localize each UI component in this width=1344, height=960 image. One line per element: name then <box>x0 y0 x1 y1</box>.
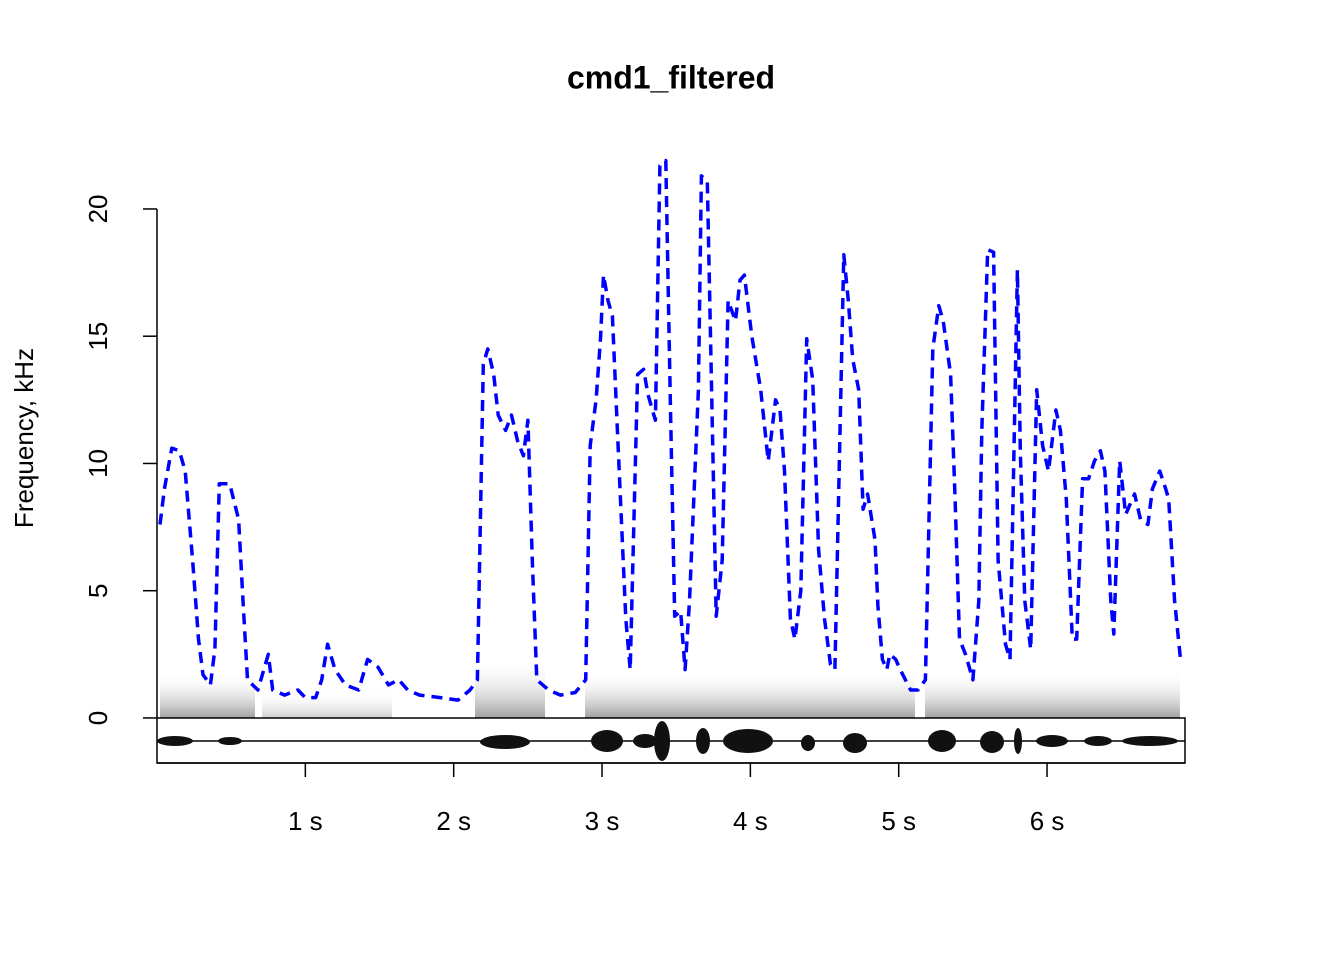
y-tick-label: 5 <box>83 583 113 597</box>
x-tick-label: 5 s <box>881 806 916 836</box>
y-tick-label: 20 <box>83 195 113 224</box>
chart-title: cmd1_filtered <box>567 59 775 95</box>
x-tick-label: 2 s <box>436 806 471 836</box>
x-tick-label: 3 s <box>585 806 620 836</box>
x-tick-label: 1 s <box>288 806 323 836</box>
waveform <box>157 721 1185 761</box>
y-tick-label: 10 <box>83 449 113 478</box>
y-tick-label: 0 <box>83 711 113 725</box>
y-axis-label: Frequency, kHz <box>9 348 39 528</box>
x-tick-label: 4 s <box>733 806 768 836</box>
y-tick-label: 15 <box>83 322 113 351</box>
spectrogram <box>160 660 1180 718</box>
x-tick-label: 6 s <box>1030 806 1065 836</box>
pitch-line <box>158 158 1183 702</box>
